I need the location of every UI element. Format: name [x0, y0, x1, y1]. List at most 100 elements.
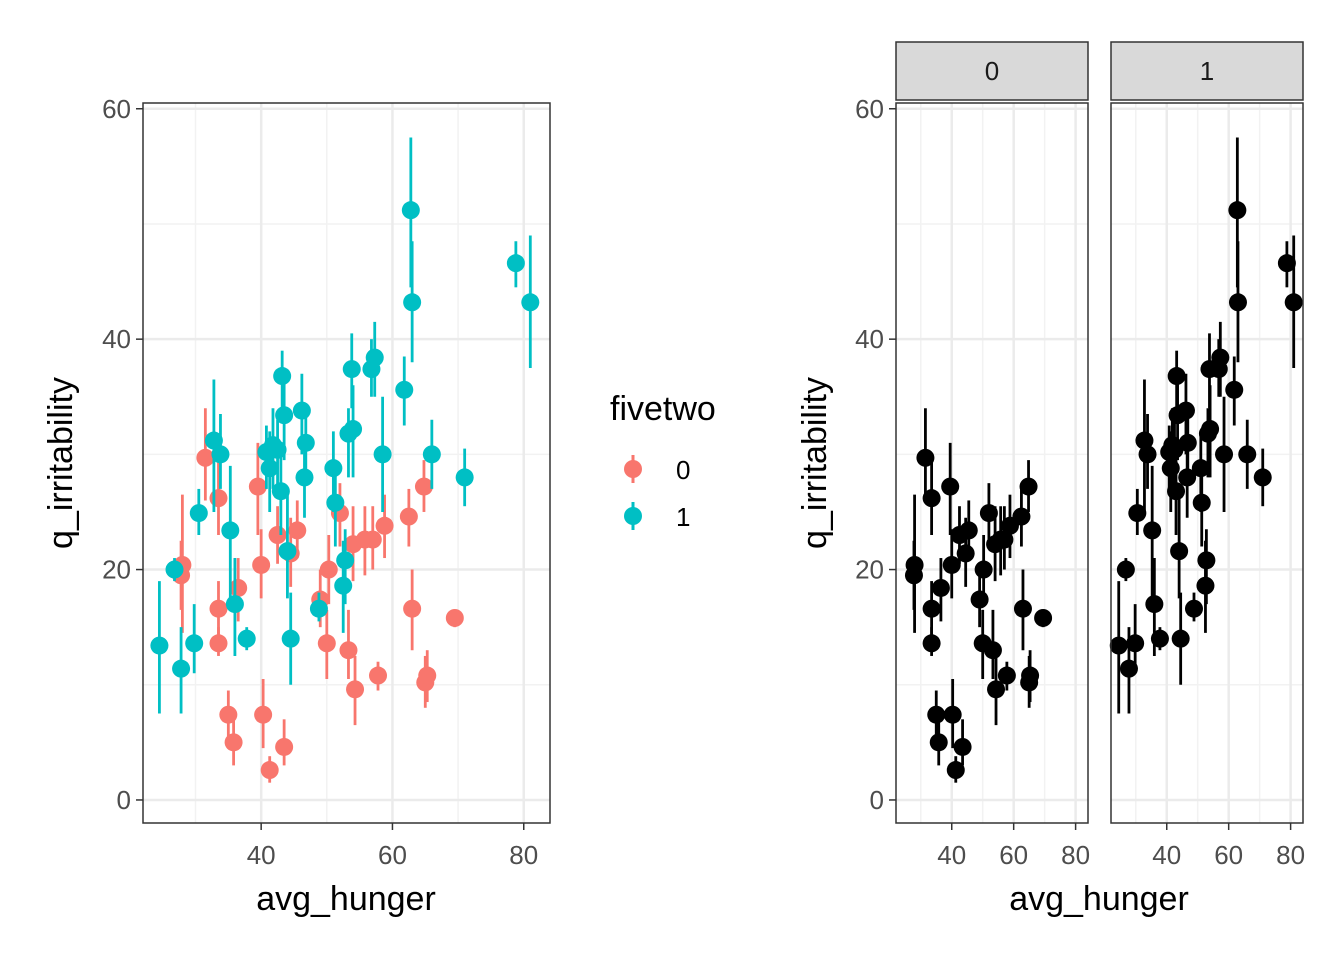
left-series-0-data-point: [229, 578, 248, 597]
facet-1-data-marks: [1109, 137, 1303, 714]
facet-0-border: [895, 102, 1089, 824]
facet-1-data-point: [1165, 440, 1184, 459]
facet-0-data-point: [946, 761, 965, 780]
right-y-tick-label: 20: [855, 555, 884, 585]
left-series-1-data-point: [403, 293, 422, 312]
facet-0-x-tick-label: 40: [937, 840, 966, 870]
facet-1-data-point: [1191, 459, 1210, 478]
left-series-0-data-point: [369, 666, 388, 685]
left-series-0-data-point: [288, 521, 307, 540]
facet-0-data-point: [942, 555, 961, 574]
facet-1-data-point: [1109, 636, 1128, 655]
facet-0-data-point: [922, 489, 941, 508]
left-series-0-data-point: [252, 555, 271, 574]
left-series-1-data-point: [422, 445, 441, 464]
left-axes: 40 60 80 0 20 40 60: [102, 94, 538, 870]
left-series-0-data-point: [414, 477, 433, 496]
left-y-tick-label: 0: [117, 785, 131, 815]
facet-0-data-point: [1019, 477, 1038, 496]
facet-1-data-point: [1201, 420, 1220, 439]
left-data-marks: [150, 137, 540, 783]
legend-entry-0: 0: [624, 455, 690, 485]
facet-0-data-point: [959, 521, 978, 540]
legend-key-dot-1: [624, 507, 642, 525]
left-series-0-data-point: [445, 608, 464, 627]
facet-1-data-point: [1128, 504, 1147, 523]
legend-key-dot-0: [624, 460, 642, 478]
left-series-0-data-point: [339, 641, 358, 660]
left-series-1-data-point: [185, 634, 204, 653]
left-series-0-data-point: [317, 634, 336, 653]
facet-0-x-tick-label: 80: [1061, 840, 1090, 870]
left-series-0-data-point: [248, 477, 267, 496]
facet-0-data-point: [1021, 666, 1040, 685]
facet-1-data-point: [1196, 576, 1215, 595]
left-series-1-data-point: [521, 293, 540, 312]
left-series-1-data-point: [344, 420, 363, 439]
left-series-0-data-point: [375, 516, 394, 535]
facet-1-data-point: [1211, 348, 1230, 367]
facet-1-data-point: [1225, 380, 1244, 399]
left-series-1-data-point: [295, 468, 314, 487]
left-y-tick-label: 60: [102, 94, 131, 124]
facet-1-border: [1110, 102, 1304, 824]
left-series-0-data-point: [260, 761, 279, 780]
left-series-1-data-point: [189, 504, 208, 523]
left-x-tick-label: 80: [509, 840, 538, 870]
facet-0-data-point: [970, 590, 989, 609]
left-series-0-data-point: [418, 666, 437, 685]
legend-entry-1: 1: [624, 502, 690, 532]
left-series-1-data-point: [225, 595, 244, 614]
facet-0-data-point: [931, 578, 950, 597]
right-y-axis-title: q_irritability: [796, 377, 834, 549]
left-series-1-data-point: [324, 459, 343, 478]
facet-1-data-point: [1178, 468, 1197, 487]
left-series-0-data-point: [224, 733, 243, 752]
facet-0-data-point: [1034, 608, 1053, 627]
facet-1-x-tick-label: 80: [1276, 840, 1305, 870]
facet-0-data-point: [953, 737, 972, 756]
facet-0-data-point: [987, 680, 1006, 699]
facet-1-data-point: [1228, 293, 1247, 312]
left-series-0-data-point: [275, 737, 294, 756]
facet-0-data-point: [927, 705, 946, 724]
facet-0-data-point: [941, 477, 960, 496]
left-series-1-data-point: [237, 629, 256, 648]
facet-0-data-point: [983, 641, 1002, 660]
facet-0-data-point: [974, 560, 993, 579]
facet-1-data-point: [1170, 542, 1189, 561]
facet-1-data-point: [1135, 431, 1154, 450]
facet-1-data-point: [1119, 659, 1138, 678]
left-series-1-data-point: [309, 599, 328, 618]
facet-1-x-axis: 40 60 80: [1152, 823, 1305, 870]
facet-0-data-point: [929, 733, 948, 752]
facet-0-data-point: [956, 544, 975, 563]
facet-1-data-point: [1228, 201, 1247, 220]
facet-panel-0: 40 60 80: [895, 102, 1090, 870]
right-y-tick-label: 40: [855, 324, 884, 354]
left-series-1-data-point: [273, 367, 292, 386]
left-series-0-data-point: [403, 599, 422, 618]
left-y-axis-title: q_irritability: [42, 377, 80, 549]
left-series-1-data-point: [342, 360, 361, 379]
legend: fivetwo 0 1: [610, 390, 716, 532]
left-series-0-data-point: [363, 530, 382, 549]
left-series-0-data-point: [346, 680, 365, 699]
left-series-1-data-point: [204, 431, 223, 450]
facet-0-data-point: [997, 666, 1016, 685]
facet-0-data-point: [922, 599, 941, 618]
facet-1-data-point: [1138, 445, 1157, 464]
facet-panel-1: 40 60 80: [1109, 102, 1305, 870]
left-series-0-data-point: [399, 507, 418, 526]
facet-strip-1: 1: [1110, 41, 1304, 101]
facet-0-data-point: [922, 634, 941, 653]
left-series-1-data-point: [172, 659, 191, 678]
facet-1-data-point: [1184, 599, 1203, 618]
facet-0-x-tick-label: 60: [999, 840, 1028, 870]
legend-label-0: 0: [676, 455, 690, 485]
facet-strip-0-label: 0: [985, 56, 999, 86]
facet-1-data-point: [1238, 445, 1257, 464]
facet-1-data-point: [1215, 445, 1234, 464]
left-series-0-data-point: [268, 526, 287, 544]
